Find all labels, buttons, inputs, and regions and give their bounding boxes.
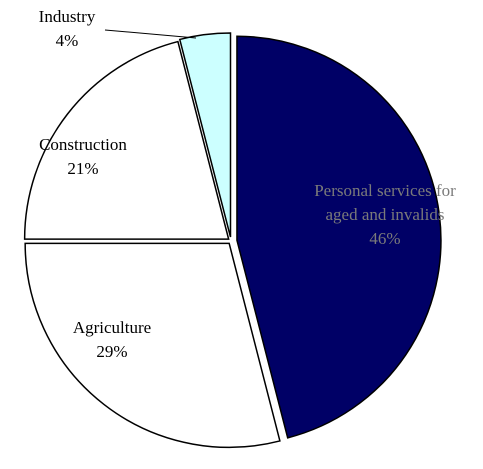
slice-percent: 21%: [67, 159, 98, 178]
slice-label-1: Personal services for aged and invalids 46…: [314, 181, 456, 248]
slice-name-line: Construction: [39, 135, 127, 154]
industry-leader-line: [104, 29, 197, 39]
slice-name-line: Agriculture: [73, 318, 151, 337]
slice-name-line: Industry: [39, 7, 96, 26]
slice-label-2: Agriculture 29%: [73, 318, 151, 361]
slice-name-line: aged and invalids: [326, 205, 445, 224]
slice-label-4: Industry 4%: [39, 7, 96, 50]
pie-slice-4: [178, 32, 232, 238]
slice-percent: 4%: [56, 31, 79, 50]
slice-percent: 29%: [96, 342, 127, 361]
slice-name-line: Personal services for: [314, 181, 456, 200]
slice-percent: 46%: [369, 229, 400, 248]
pie-slice-1: [236, 35, 442, 439]
pie-slice-3: [23, 40, 230, 240]
pie-slice-2: [24, 242, 281, 449]
slice-label-3: Construction 21%: [39, 135, 127, 178]
